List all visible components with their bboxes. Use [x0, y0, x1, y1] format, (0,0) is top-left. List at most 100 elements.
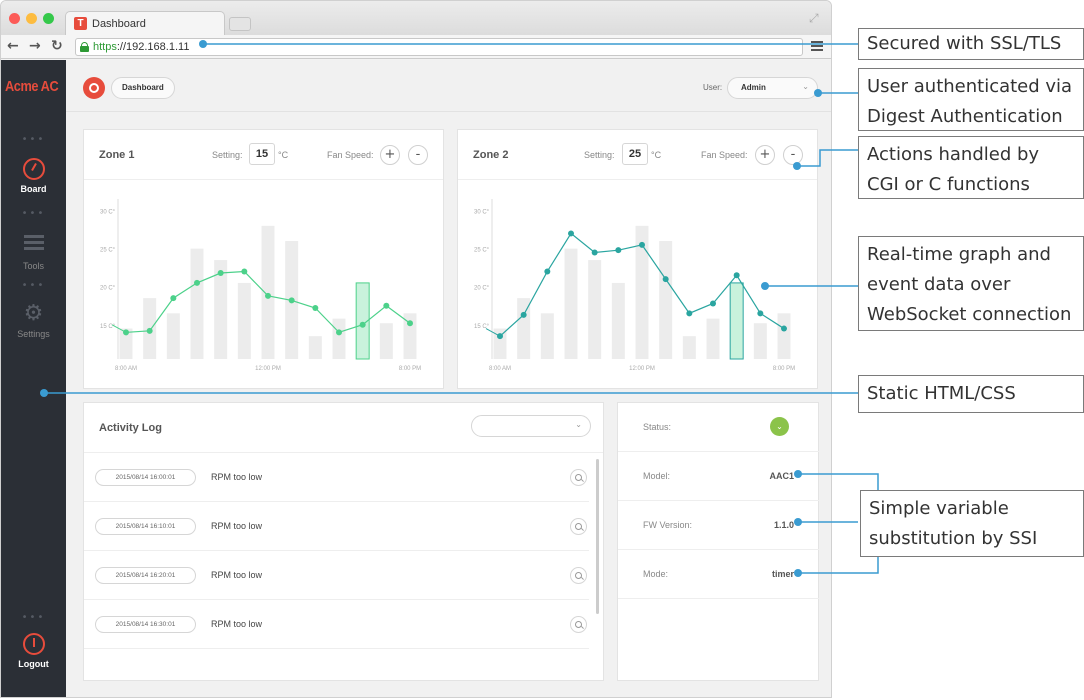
data-point: [407, 320, 413, 327]
close-window-button[interactable]: [9, 13, 20, 24]
power-icon: [22, 633, 45, 655]
status-row: Status: ⌄: [618, 403, 819, 452]
data-point: [757, 310, 764, 317]
zone-card-1: Zone 1 Setting: 15 °C Fan Speed: + - 30 …: [83, 129, 444, 389]
fan-speed-label: Fan Speed:: [327, 150, 374, 160]
data-point: [710, 300, 716, 307]
x-tick-label: 12:00 PM: [629, 366, 655, 372]
chart-bar: [493, 328, 507, 359]
magnifier-icon[interactable]: [570, 616, 587, 633]
hamburger-menu-icon[interactable]: [811, 41, 823, 51]
reload-icon[interactable]: ↻: [51, 38, 63, 54]
maximize-window-button[interactable]: [43, 13, 54, 24]
log-filter-select[interactable]: ⌄: [471, 415, 591, 437]
sidebar-item-board[interactable]: Board: [1, 158, 66, 194]
callout-static: Static HTML/CSS: [858, 375, 1084, 413]
callout-text: Static HTML/CSS: [867, 383, 1016, 404]
address-bar[interactable]: https://192.168.1.11: [75, 38, 803, 56]
fan-speed-minus-button[interactable]: -: [783, 145, 803, 165]
activity-log-card: Activity Log ⌄ 2015/08/14 16:00:01 RPM t…: [83, 402, 604, 681]
log-message: RPM too low: [211, 521, 263, 531]
unit-label: °C: [278, 150, 289, 160]
y-tick-label: 25 C°: [100, 248, 116, 254]
brand-logo: Acme AC: [5, 78, 59, 95]
data-point: [170, 295, 177, 302]
magnifier-icon[interactable]: [570, 518, 587, 535]
callout-ssl: Secured with SSL/TLS: [858, 28, 1084, 60]
chart-bar: [729, 282, 744, 360]
browser-toolbar: ← → ↻ https://192.168.1.11: [1, 35, 831, 59]
forward-arrow-icon[interactable]: →: [29, 38, 41, 54]
log-scrollbar[interactable]: [596, 459, 599, 614]
data-point: [288, 297, 295, 304]
browser-tab[interactable]: T Dashboard: [65, 11, 225, 37]
fan-speed-plus-button[interactable]: +: [380, 145, 400, 165]
chart-bar: [517, 298, 531, 359]
chart-bar: [611, 282, 625, 359]
tab-favicon-icon: T: [74, 17, 87, 30]
zone-card-header: Zone 2 Setting: 25 °C Fan Speed: + -: [458, 130, 817, 180]
user-label: User:: [703, 83, 723, 92]
fan-speed-minus-button[interactable]: -: [408, 145, 428, 165]
minimize-window-button[interactable]: [26, 13, 37, 24]
callout-text: Simple variable: [869, 498, 1009, 519]
y-tick-label: 20 C°: [100, 286, 116, 292]
data-point: [497, 333, 503, 340]
callout-text: substitution by SSI: [869, 528, 1038, 549]
chart-bar: [682, 336, 696, 359]
data-point: [568, 230, 574, 237]
new-tab-button[interactable]: [229, 17, 251, 31]
setting-label: Setting:: [212, 150, 243, 160]
data-point: [615, 247, 622, 254]
back-arrow-icon[interactable]: ←: [7, 38, 19, 54]
chart-bar: [119, 328, 133, 359]
chart-bar: [237, 282, 251, 359]
user-select[interactable]: Admin ⌄: [727, 77, 818, 99]
sidebar-item-label: Settings: [17, 329, 50, 339]
x-tick-label: 8:00 PM: [399, 366, 421, 372]
chevron-down-icon: ⌄: [575, 420, 582, 429]
zone-card-2: Zone 2 Setting: 25 °C Fan Speed: + - 30 …: [457, 129, 818, 389]
x-tick-label: 12:00 PM: [255, 366, 281, 372]
sidebar-item-logout[interactable]: Logout: [1, 633, 66, 669]
lock-icon: [80, 42, 89, 52]
zone-card-header: Zone 1 Setting: 15 °C Fan Speed: + -: [84, 130, 443, 180]
data-point: [312, 305, 319, 312]
tab-title: Dashboard: [92, 18, 146, 30]
data-point: [686, 310, 693, 317]
sidebar-divider: •••: [21, 134, 46, 145]
callout-text: Secured with SSL/TLS: [867, 33, 1062, 54]
log-timestamp: 2015/08/14 16:30:01: [95, 616, 196, 633]
breadcrumb[interactable]: Dashboard: [111, 77, 175, 99]
fullscreen-icon[interactable]: ⤢: [809, 11, 819, 25]
sidebar-item-tools[interactable]: Tools: [1, 232, 66, 271]
chart-bar: [308, 336, 322, 359]
log-row: 2015/08/14 16:20:01 RPM too low: [84, 551, 589, 600]
data-point: [781, 325, 787, 332]
chart-bar: [355, 282, 370, 360]
top-bar: Dashboard User: Admin ⌄: [66, 60, 831, 112]
mode-label: Mode:: [643, 569, 669, 579]
magnifier-icon[interactable]: [570, 469, 587, 486]
y-tick-label: 30 C°: [474, 210, 490, 216]
data-point: [383, 302, 390, 309]
fan-speed-plus-button[interactable]: +: [755, 145, 775, 165]
setting-input[interactable]: 15: [249, 143, 275, 165]
callout-text: User authenticated via: [867, 76, 1073, 97]
sidebar-divider: •••: [21, 208, 46, 219]
magnifier-icon[interactable]: [570, 567, 587, 584]
url-text: https://192.168.1.11: [93, 41, 189, 53]
setting-input[interactable]: 25: [622, 143, 648, 165]
zone-title: Zone 1: [99, 149, 135, 161]
home-icon[interactable]: [83, 77, 105, 99]
y-tick-label: 15 C°: [100, 324, 116, 330]
log-timestamp: 2015/08/14 16:10:01: [95, 518, 196, 535]
sidebar-item-label: Logout: [18, 659, 49, 669]
activity-log-title: Activity Log: [99, 422, 162, 434]
sidebar-item-label: Board: [20, 184, 47, 194]
chevron-down-icon: ⌄: [802, 82, 809, 91]
zone-2-chart: 30 C° 25 C° 20 C° 15 C° 8:00 AM 12:00 PM 8:00 …: [474, 199, 795, 372]
sidebar-item-settings[interactable]: ⚙ Settings: [1, 303, 66, 340]
callout-text: CGI or C functions: [867, 174, 1030, 195]
x-tick-label: 8:00 PM: [773, 366, 795, 372]
